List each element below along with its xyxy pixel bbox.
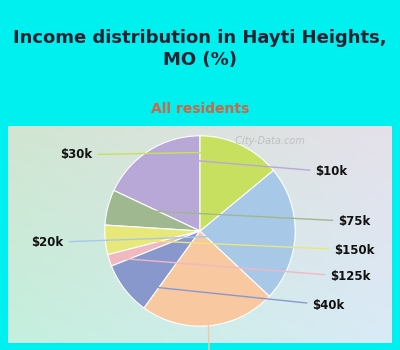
Text: All residents: All residents: [151, 102, 249, 116]
Text: $50k: $50k: [193, 321, 226, 350]
Wedge shape: [200, 170, 295, 296]
Wedge shape: [105, 190, 200, 231]
Wedge shape: [105, 225, 200, 255]
Wedge shape: [108, 231, 200, 266]
Wedge shape: [200, 136, 273, 231]
Text: Income distribution in Hayti Heights,
MO (%): Income distribution in Hayti Heights, MO…: [13, 29, 387, 69]
Text: $10k: $10k: [156, 157, 348, 178]
Text: $20k: $20k: [32, 234, 285, 249]
Wedge shape: [114, 136, 200, 231]
Text: $40k: $40k: [134, 285, 345, 312]
Text: $150k: $150k: [116, 239, 374, 257]
Wedge shape: [144, 231, 269, 326]
Text: City-Data.com: City-Data.com: [229, 135, 304, 146]
Wedge shape: [112, 231, 200, 308]
Text: $125k: $125k: [120, 258, 371, 283]
Text: $75k: $75k: [118, 209, 370, 228]
Text: $30k: $30k: [60, 148, 234, 161]
